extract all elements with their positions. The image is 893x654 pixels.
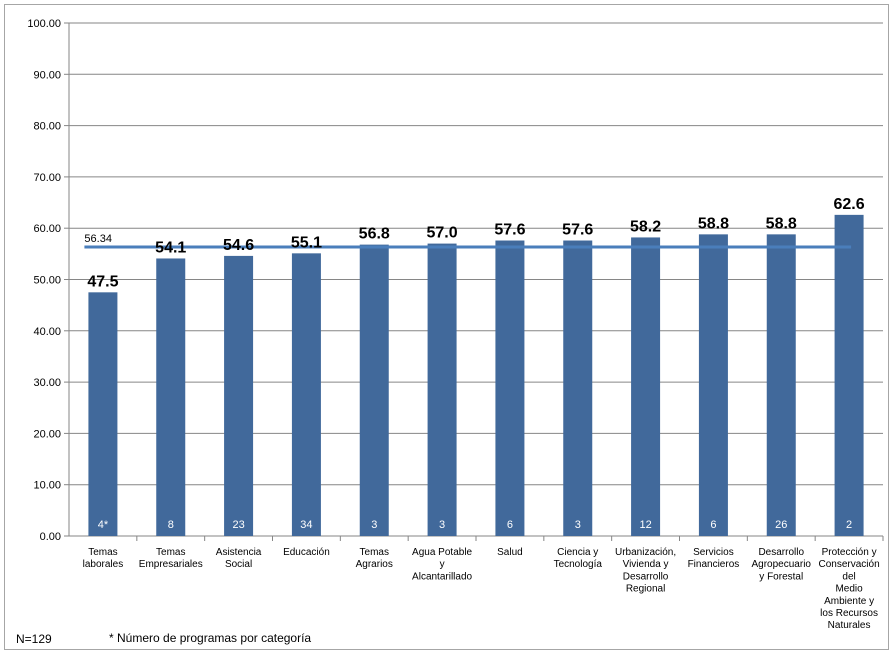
x-tick-label: Asistencia Social [216, 547, 262, 570]
bar [224, 255, 254, 537]
bar [156, 258, 186, 536]
program-count-label: 6 [710, 519, 716, 531]
y-tick-label: 100.00 [27, 18, 61, 30]
y-tick-label: 0.00 [40, 531, 61, 543]
data-label: 57.6 [494, 222, 525, 239]
y-tick-label: 30.00 [33, 377, 61, 389]
program-count-label: 3 [575, 519, 581, 531]
y-tick-label: 70.00 [33, 172, 61, 184]
program-count-label: 26 [775, 519, 787, 531]
program-count-label: 3 [371, 519, 377, 531]
y-tick-label: 50.00 [33, 275, 61, 287]
data-label: 54.6 [223, 237, 254, 254]
data-label: 57.6 [562, 222, 593, 239]
data-label: 55.1 [291, 234, 322, 251]
y-tick-label: 20.00 [33, 428, 61, 440]
data-label: 54.1 [155, 239, 186, 256]
x-tick-label: Servicios Financieros [688, 547, 740, 570]
x-tick-label: Protección y Conservación del Medio Ambiente… [819, 547, 880, 631]
x-tick-label: Educación [283, 547, 330, 558]
x-tick-label: Temas Empresariales [139, 547, 203, 570]
data-label: 58.2 [630, 218, 661, 235]
bar [834, 214, 864, 536]
program-count-label: 34 [300, 519, 312, 531]
bar [698, 234, 728, 536]
program-count-label: 12 [639, 519, 651, 531]
program-count-label: 4* [98, 519, 109, 531]
x-tick-label: Temas laborales [83, 547, 124, 570]
program-count-label: 2 [846, 519, 852, 531]
data-label: 62.6 [834, 196, 865, 213]
bar [563, 240, 593, 536]
y-tick-label: 10.00 [33, 480, 61, 492]
program-count-label: 6 [507, 519, 513, 531]
sample-size-label: N=129 [16, 632, 52, 646]
data-label: 57.0 [427, 225, 458, 242]
bar [88, 292, 118, 536]
bar [495, 240, 525, 536]
x-tick-label: Urbanización, Vivienda y Desarrollo Regiona… [615, 547, 676, 595]
bar [291, 253, 321, 536]
data-label: 58.8 [766, 215, 797, 232]
bar [631, 237, 661, 536]
x-tick-label: Ciencia y Tecnología [554, 547, 603, 570]
x-tick-label: Desarrollo Agropecuario y Forestal [752, 547, 812, 582]
y-tick-label: 80.00 [33, 121, 61, 133]
bar [427, 243, 457, 536]
x-tick-label: Temas Agrarios [356, 547, 393, 570]
program-count-label: 8 [168, 519, 174, 531]
x-tick-label: Salud [497, 547, 523, 558]
footnote: * Número de programas por categoría [109, 631, 312, 645]
y-tick-label: 60.00 [33, 223, 61, 235]
bar [359, 244, 389, 536]
y-tick-label: 90.00 [33, 69, 61, 81]
y-tick-label: 40.00 [33, 326, 61, 338]
chart-frame [4, 4, 889, 650]
data-label: 56.8 [359, 226, 390, 243]
program-count-label: 23 [232, 519, 244, 531]
data-label: 58.8 [698, 215, 729, 232]
average-label: 56.34 [84, 233, 112, 245]
x-tick-label: Agua Potable y Alcantarillado [412, 547, 472, 582]
bar [766, 234, 796, 536]
data-label: 47.5 [87, 273, 118, 290]
program-count-label: 3 [439, 519, 445, 531]
